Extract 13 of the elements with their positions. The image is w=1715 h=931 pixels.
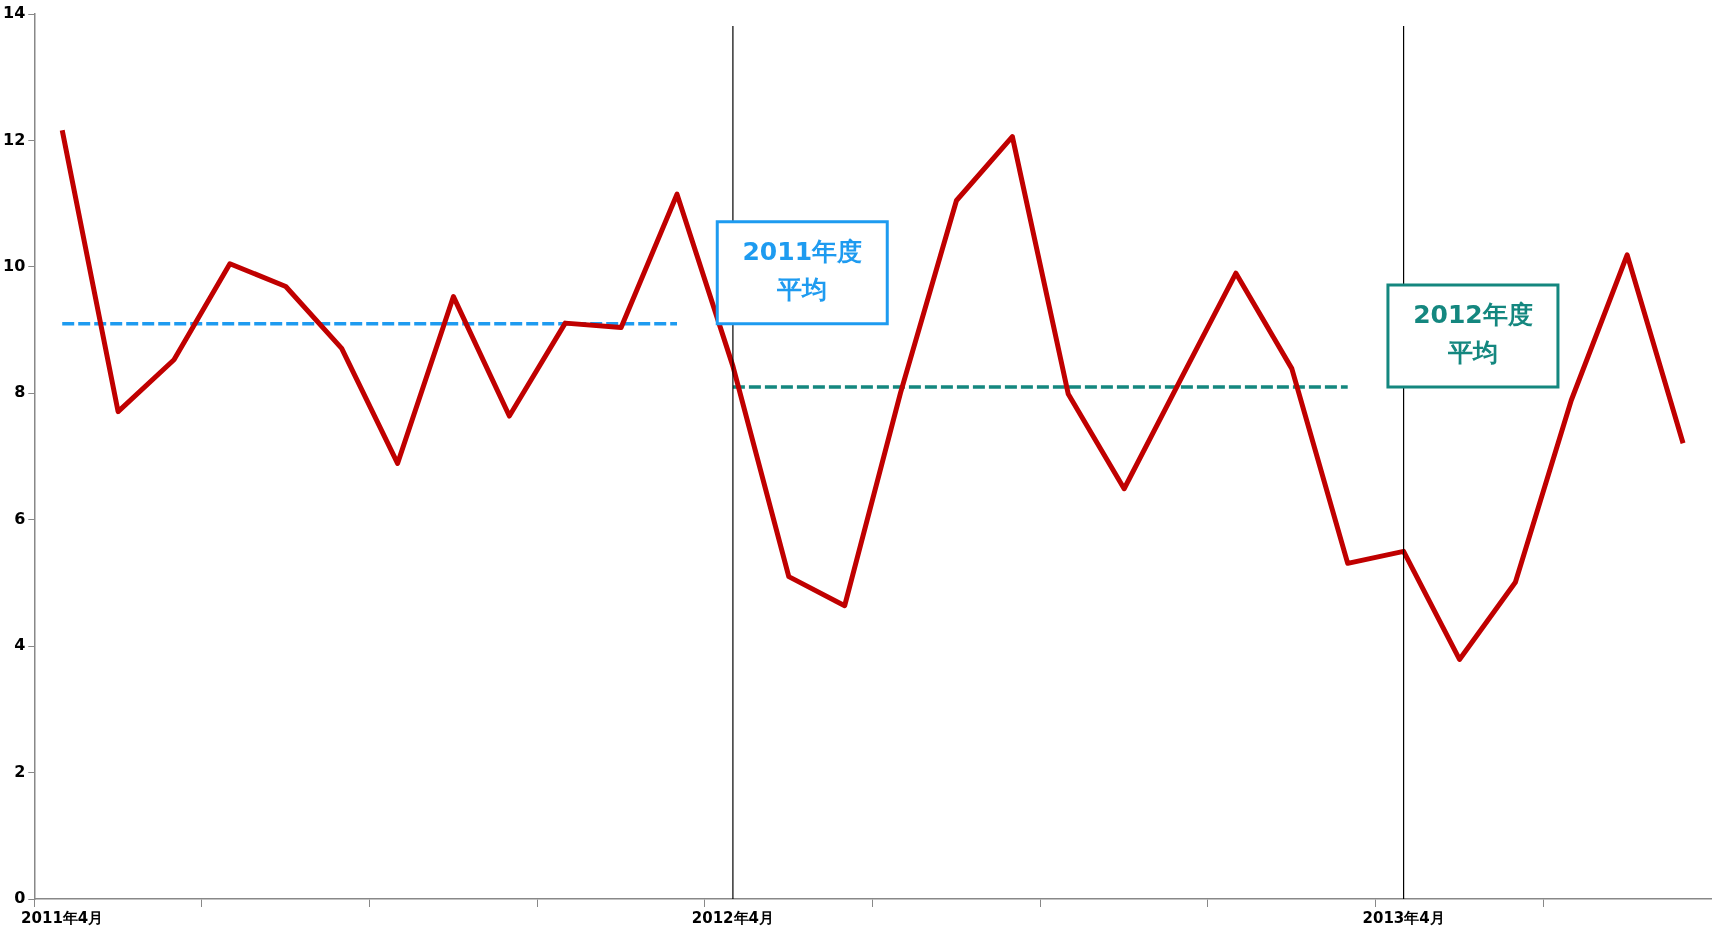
y-tick-label: 2 [14,761,26,781]
y-tick-label: 8 [14,382,26,402]
x-tick-label: 2011年4月 [21,908,104,927]
text: 2011年度平均 [742,237,863,305]
x-tick-label: 2013年4月 [1362,908,1445,927]
y-tick-label: 0 [14,888,26,908]
y-tick-label: 14 [3,3,26,23]
x-tick-label: 2012年4月 [691,908,774,927]
y-tick-label: 4 [14,635,26,655]
y-tick-label: 12 [3,129,26,149]
text: 2012年度平均 [1413,300,1533,368]
y-tick-label: 6 [14,508,26,528]
y-tick-label: 10 [3,256,26,276]
